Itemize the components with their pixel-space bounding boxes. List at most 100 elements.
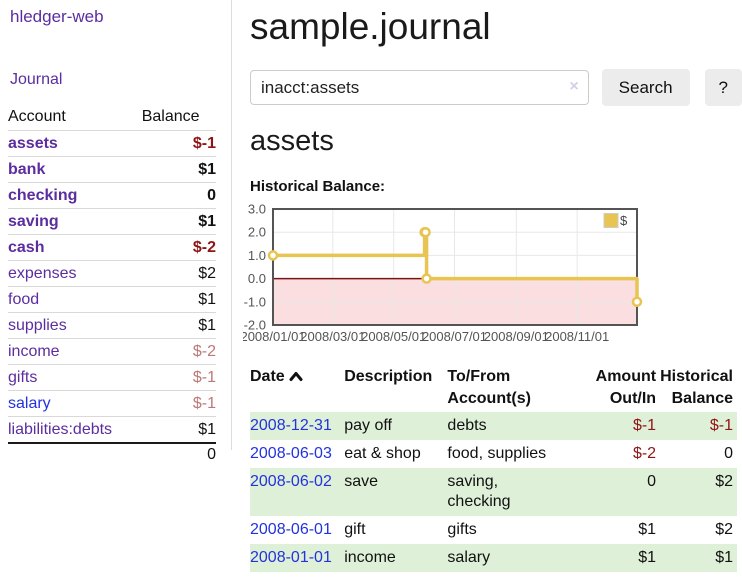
transaction-accounts: debts [447, 417, 487, 434]
transaction-balance: $2 [715, 521, 733, 538]
account-balance: 0 [141, 182, 216, 209]
account-row: gifts $-1 [8, 364, 216, 391]
transaction-description: income [344, 549, 396, 566]
transaction-description: save [344, 473, 379, 490]
account-row: food $1 [8, 286, 216, 313]
sidebar-item-journal[interactable]: Journal [10, 71, 63, 88]
account-link-bank[interactable]: bank [8, 161, 46, 178]
account-link-saving[interactable]: saving [8, 213, 59, 230]
help-button[interactable]: ? [704, 69, 742, 106]
sidebar: hledger-web Journal Account Balance asse… [0, 0, 232, 466]
accounts-table: Account Balance assets $-1 bank $1 check… [8, 103, 216, 466]
transaction-balance: 0 [724, 445, 733, 462]
accounts-total-value: 0 [141, 442, 216, 466]
transactions-header-row: Date Description To/From Account(s) Amou… [250, 364, 737, 412]
account-link-income[interactable]: income [8, 343, 60, 360]
account-link-food[interactable]: food [8, 291, 40, 308]
account-balance: $1 [141, 208, 216, 235]
account-row: bank $1 [8, 156, 216, 183]
transaction-amount: $1 [638, 521, 657, 538]
transaction-accounts: salary [447, 549, 491, 566]
account-row: checking 0 [8, 182, 216, 209]
accounts-header-row: Account Balance [8, 103, 216, 131]
chart-heading: Historical Balance: [250, 178, 386, 195]
column-header-amount: Amount Out/In [595, 368, 657, 407]
transaction-row: 2008-06-01 gift gifts $1 $2 [250, 516, 737, 544]
transaction-row: 2008-12-31 pay off debts $-1 $-1 [250, 412, 737, 440]
main-content: sample.journal × Search ? assets Histori… [243, 0, 742, 572]
svg-text:2008/05/01: 2008/05/01 [361, 329, 426, 344]
clear-search-icon[interactable]: × [569, 78, 579, 95]
account-balance: $-1 [141, 130, 216, 157]
search-form: × Search ? [250, 69, 742, 106]
column-header-description: Description [344, 368, 433, 385]
account-link-assets[interactable]: assets [8, 135, 58, 152]
account-row: liabilities:debts $1 [8, 416, 216, 443]
accounts-header-account: Account [8, 108, 66, 125]
account-balance: $-2 [141, 338, 216, 365]
transaction-balance: $1 [715, 549, 733, 566]
account-row: saving $1 [8, 208, 216, 235]
svg-text:-1.0: -1.0 [244, 294, 266, 309]
transaction-row: 2008-06-03 eat & shop food, supplies $-2… [250, 440, 737, 468]
column-header-historical-balance: Historical Balance [660, 368, 733, 407]
search-input[interactable] [250, 70, 589, 105]
transaction-accounts: gifts [447, 521, 477, 538]
account-balance: $1 [141, 416, 216, 443]
accounts-header-balance: Balance [141, 108, 200, 125]
page-title: sample.journal [250, 6, 491, 47]
transaction-row: 2008-06-02 save saving, checking 0 $2 [250, 468, 737, 516]
account-link-expenses[interactable]: expenses [8, 265, 77, 282]
account-row: expenses $2 [8, 260, 216, 287]
account-balance: $2 [141, 260, 216, 287]
transaction-date-link[interactable]: 2008-06-02 [250, 473, 332, 490]
account-balance: $1 [141, 286, 216, 313]
account-balance: $1 [141, 156, 216, 183]
account-balance: $-1 [141, 390, 216, 417]
svg-text:2008/01/01: 2008/01/01 [243, 329, 306, 344]
transaction-description: eat & shop [344, 445, 421, 462]
search-button[interactable]: Search [601, 69, 690, 106]
historical-balance-chart: $3.0 2.0 1.0 0.0 -1.0 -2.0 2008/01/01 2008/03/0… [243, 203, 742, 347]
transaction-date-link[interactable]: 2008-01-01 [250, 549, 332, 566]
transactions-table: Date Description To/From Account(s) Amou… [250, 364, 737, 572]
svg-text:2008/11/01: 2008/11/01 [545, 329, 609, 344]
svg-text:2008/03/01: 2008/03/01 [300, 329, 365, 344]
svg-text:2008/07/01: 2008/07/01 [422, 329, 487, 344]
transaction-description: gift [344, 521, 366, 538]
app-title-link[interactable]: hledger-web [10, 7, 104, 26]
svg-text:0.0: 0.0 [248, 271, 266, 286]
chart-canvas: $3.0 2.0 1.0 0.0 -1.0 -2.02008/01/012008/03/0… [243, 203, 643, 344]
transaction-amount: $-1 [632, 417, 657, 434]
transaction-date-link[interactable]: 2008-06-03 [250, 445, 332, 462]
svg-text:2008/09/01: 2008/09/01 [484, 329, 549, 344]
transaction-description: pay off [344, 417, 392, 434]
transaction-row: 2008-01-01 income salary $1 $1 [250, 544, 737, 572]
account-balance: $-2 [141, 234, 216, 261]
sort-ascending-icon [289, 367, 303, 389]
transaction-accounts: food, supplies [447, 445, 547, 462]
column-header-date[interactable]: Date [250, 364, 344, 412]
transaction-date-link[interactable]: 2008-06-01 [250, 521, 332, 538]
account-link-cash[interactable]: cash [8, 239, 45, 256]
account-row: assets $-1 [8, 130, 216, 157]
account-link-checking[interactable]: checking [8, 187, 78, 204]
column-header-tofrom: To/From Account(s) [447, 368, 531, 407]
account-link-gifts[interactable]: gifts [8, 369, 38, 386]
account-link-salary[interactable]: salary [8, 395, 51, 412]
transaction-amount: $-2 [632, 445, 657, 462]
accounts-total-row: 0 [8, 442, 216, 466]
transaction-date-link[interactable]: 2008-12-31 [250, 417, 332, 434]
account-link-supplies[interactable]: supplies [8, 317, 67, 334]
svg-text:1.0: 1.0 [248, 248, 266, 263]
account-balance: $-1 [141, 364, 216, 391]
transaction-amount: 0 [647, 473, 657, 490]
svg-text:$: $ [620, 213, 628, 228]
account-balance: $1 [141, 312, 216, 339]
account-row: cash $-2 [8, 234, 216, 261]
account-link-liabilities-debts[interactable]: liabilities:debts [8, 421, 113, 438]
transaction-balance: $-1 [709, 417, 733, 434]
transaction-accounts: saving, checking [447, 473, 511, 510]
transaction-amount: $1 [638, 549, 657, 566]
transaction-balance: $2 [715, 473, 733, 490]
